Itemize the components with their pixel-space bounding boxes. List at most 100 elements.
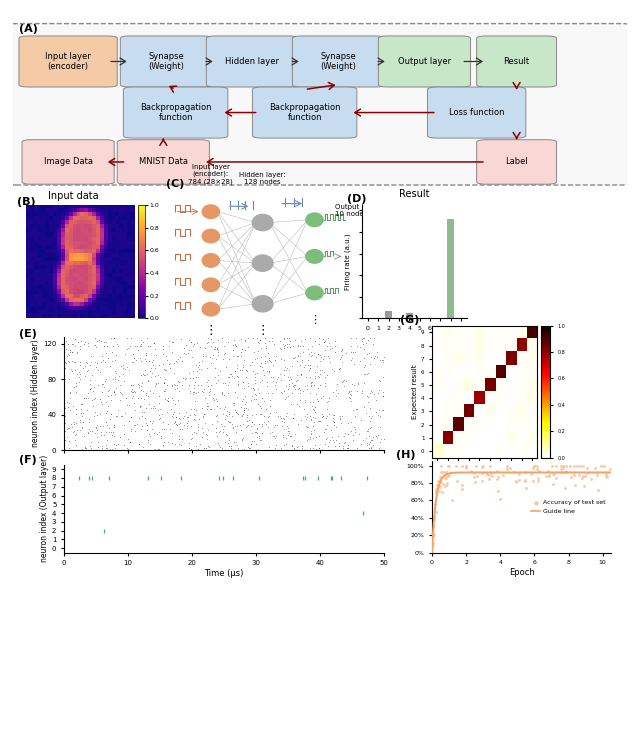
Point [109,386,120,397]
Point [312,393,323,405]
Point [109,332,120,343]
Point [78,407,88,419]
Point [335,411,346,422]
Point [109,422,119,433]
Point [305,441,315,453]
Point [75,368,85,380]
Point [292,349,303,361]
Point [343,439,353,451]
Point [124,364,134,376]
Point [178,373,188,384]
Point [211,422,221,434]
FancyBboxPatch shape [428,87,526,138]
Point [116,410,126,422]
Text: Backpropagation
function: Backpropagation function [269,102,340,122]
Point [330,422,340,433]
Point [213,335,223,346]
Point [317,408,327,419]
Point [224,406,234,418]
Circle shape [306,213,323,227]
Point [153,369,163,381]
Point [253,383,264,395]
Point [295,359,305,371]
Point [99,336,109,348]
Point [294,400,304,411]
Point [231,426,241,438]
Point [572,460,582,472]
Point [593,484,603,496]
Point [170,438,180,450]
Point [86,436,96,448]
Point [67,365,77,377]
Point [159,363,169,375]
Point [257,365,268,376]
Point [93,436,103,448]
Point [560,482,570,493]
Point [246,438,256,450]
Point [255,376,265,388]
Point [543,466,553,477]
Point [160,393,170,405]
Point [239,354,250,365]
Point [336,345,346,356]
Point [240,335,250,346]
Text: Output layer:
10 nodes: Output layer: 10 nodes [335,203,381,217]
Point [59,349,69,361]
Point [456,479,467,490]
Point [502,460,512,472]
Point [241,365,252,376]
Point [257,420,267,432]
Point [283,372,293,384]
Point [305,433,316,444]
Point [470,460,481,472]
Point [371,351,381,362]
Point [284,365,294,376]
Point [188,389,198,400]
Point [156,472,166,484]
Point [556,466,566,477]
Point [371,430,381,442]
Point [358,338,368,350]
Point [246,416,257,427]
Point [127,356,138,367]
Point [340,436,350,448]
Point [362,390,372,402]
Point [127,383,137,395]
Point [336,472,346,484]
Point [558,462,568,474]
Point [170,416,180,427]
Point [492,465,502,477]
Point [232,362,242,373]
Point [204,441,214,452]
Point [143,472,154,484]
Point [77,398,88,410]
Point [378,351,388,363]
Point [358,332,369,343]
Point [363,423,373,435]
Point [197,385,207,397]
Point [194,359,204,371]
Point [211,411,221,422]
Point [334,363,344,375]
Point [333,430,343,442]
Point [67,422,77,433]
Point [328,409,339,421]
Point [296,368,306,380]
Point [243,381,253,392]
Point [108,373,118,385]
Point [238,432,248,444]
X-axis label: Epoch: Epoch [509,568,534,577]
Point [529,460,540,472]
Point [76,444,86,456]
Point [93,364,103,376]
Point [378,356,388,367]
Point [238,361,248,373]
Point [106,355,116,367]
Point [307,376,317,388]
Point [305,359,315,371]
Point [495,493,505,504]
Point [139,393,149,405]
Point [64,397,74,409]
Point [325,340,335,351]
Point [129,397,139,409]
